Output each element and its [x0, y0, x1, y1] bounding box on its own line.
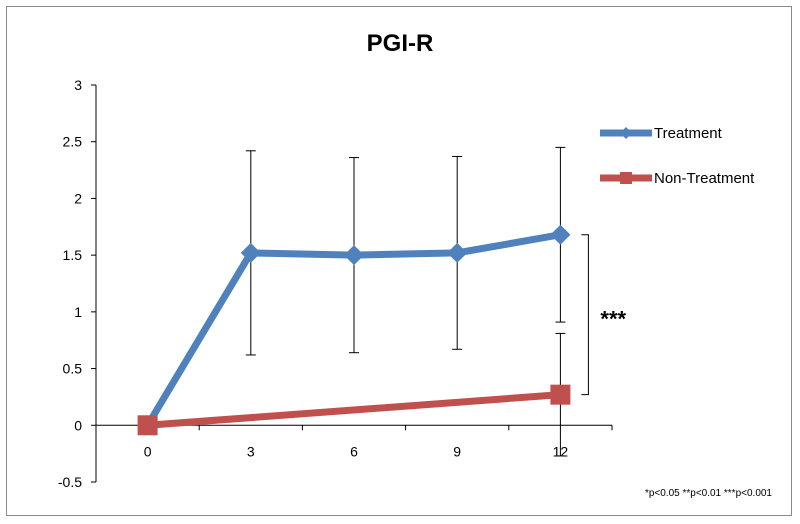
treatment-point	[240, 242, 261, 263]
x-tick-label: 9	[453, 443, 461, 459]
y-tick-label: 2.5	[63, 134, 83, 150]
y-tick-label: 3	[74, 77, 82, 93]
y-tick-label: 0.5	[63, 361, 83, 377]
significance-footnote: *p<0.05 **p<0.01 ***p<0.001	[644, 488, 772, 499]
significance-label: ***	[600, 307, 626, 332]
treatment-point	[550, 224, 571, 245]
chart-frame	[6, 6, 792, 516]
y-tick-labels: 3 2.5 2 1.5 1 0.5 0 -0.5	[58, 77, 82, 490]
y-tick-label: 0	[74, 417, 82, 433]
x-tick-label: 6	[350, 443, 358, 459]
significance-bracket: ***	[581, 234, 627, 396]
y-tick-label: 2	[74, 190, 82, 206]
legend: Treatment Non-Treatment	[600, 125, 755, 187]
y-tick-label: -0.5	[58, 474, 82, 490]
treatment-point	[447, 242, 468, 263]
legend-non-treatment-label: Non-Treatment	[654, 170, 755, 187]
series-markers	[137, 224, 571, 436]
legend-non-treatment-marker	[620, 172, 632, 184]
x-tick-label: 0	[144, 443, 152, 459]
non-treatment-point	[550, 384, 571, 405]
significance-bracket-line	[581, 234, 589, 396]
x-tick-labels: 0 3 6 9 12	[144, 443, 569, 459]
chart-title: PGI-R	[366, 30, 434, 57]
legend-treatment-marker	[620, 127, 632, 139]
treatment-point	[344, 245, 364, 266]
y-tick-label: 1.5	[63, 247, 83, 263]
non-treatment-line	[147, 391, 561, 429]
non-treatment-point	[137, 415, 158, 436]
y-tick-label: 1	[74, 304, 82, 320]
x-tick-label: 3	[247, 443, 255, 459]
legend-treatment-label: Treatment	[654, 125, 723, 142]
